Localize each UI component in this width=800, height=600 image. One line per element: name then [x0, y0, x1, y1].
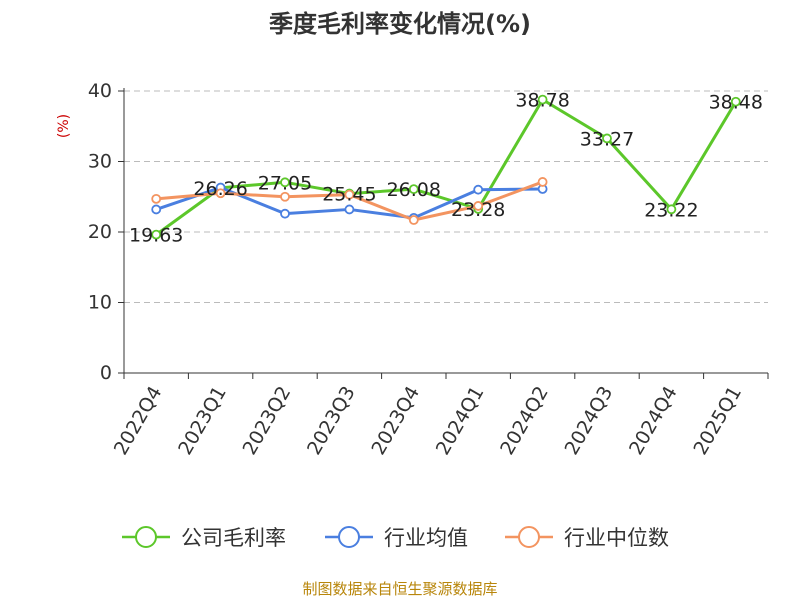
data-point [151, 193, 162, 204]
data-label: 23.28 [451, 199, 505, 221]
x-tick-label: 2023Q3 [303, 383, 360, 459]
series-line [541, 98, 738, 211]
y-axis-label: (%) [56, 114, 72, 138]
data-point [602, 133, 612, 144]
x-tick-label: 2024Q3 [561, 383, 618, 459]
y-tick-label: 40 [88, 80, 112, 102]
data-label: 19.63 [129, 225, 183, 247]
source-note: 制图数据来自恒生聚源数据库 [302, 580, 497, 598]
data-point [215, 188, 226, 199]
data-point [537, 177, 548, 187]
data-point [666, 204, 677, 215]
data-point [473, 184, 484, 195]
grid-lines [124, 90, 768, 303]
legend-marker [518, 526, 540, 548]
y-tick-label: 0 [100, 362, 112, 384]
x-tick-label: 2023Q1 [174, 383, 231, 459]
series-2 [151, 177, 548, 225]
data-label: 33.27 [580, 128, 634, 150]
data-label: 23.22 [644, 199, 698, 221]
data-label: 27.05 [258, 172, 312, 194]
data-point [280, 177, 290, 188]
data-point [280, 208, 290, 219]
data-label: 26.08 [387, 179, 441, 201]
series-lines [151, 94, 741, 240]
data-point [408, 215, 419, 225]
data-point [408, 184, 419, 195]
data-label: 26.26 [193, 178, 247, 200]
legend-label: 行业中位数 [564, 526, 669, 550]
legend-label: 公司毛利率 [181, 526, 286, 550]
data-labels: 19.63 26.26 27.05 25.45 26.08 23.28 38.78 33.27… [129, 90, 763, 247]
data-label: 38.78 [515, 90, 569, 112]
data-point [344, 204, 355, 215]
x-tick-label: 2024Q1 [432, 383, 489, 459]
legend-label: 行业均值 [384, 526, 468, 550]
data-point [473, 201, 484, 211]
legend: 公司毛利率 行业均值 行业中位数 [122, 526, 669, 550]
data-label: 25.45 [322, 184, 376, 206]
data-point [151, 229, 162, 240]
data-point [344, 189, 355, 200]
chart-title: 季度毛利率变化情况(%) [269, 10, 531, 38]
data-point [280, 191, 290, 202]
data-point [537, 94, 548, 105]
x-tick-label: 2025Q1 [689, 383, 746, 459]
data-label: 38.48 [709, 92, 763, 114]
legend-marker [338, 526, 360, 548]
x-tick-label: 2022Q4 [110, 383, 167, 459]
legend-marker [135, 526, 157, 548]
y-tick-label: 10 [88, 292, 112, 314]
x-tick-label: 2024Q2 [496, 383, 553, 459]
x-tick-label: 2023Q2 [239, 383, 296, 459]
y-tick-label: 20 [88, 221, 112, 243]
data-point [730, 96, 741, 107]
x-tick-label: 2024Q4 [625, 383, 682, 459]
x-tick-label: 2023Q4 [367, 383, 424, 459]
y-tick-label: 30 [88, 151, 112, 173]
data-point [151, 204, 162, 215]
